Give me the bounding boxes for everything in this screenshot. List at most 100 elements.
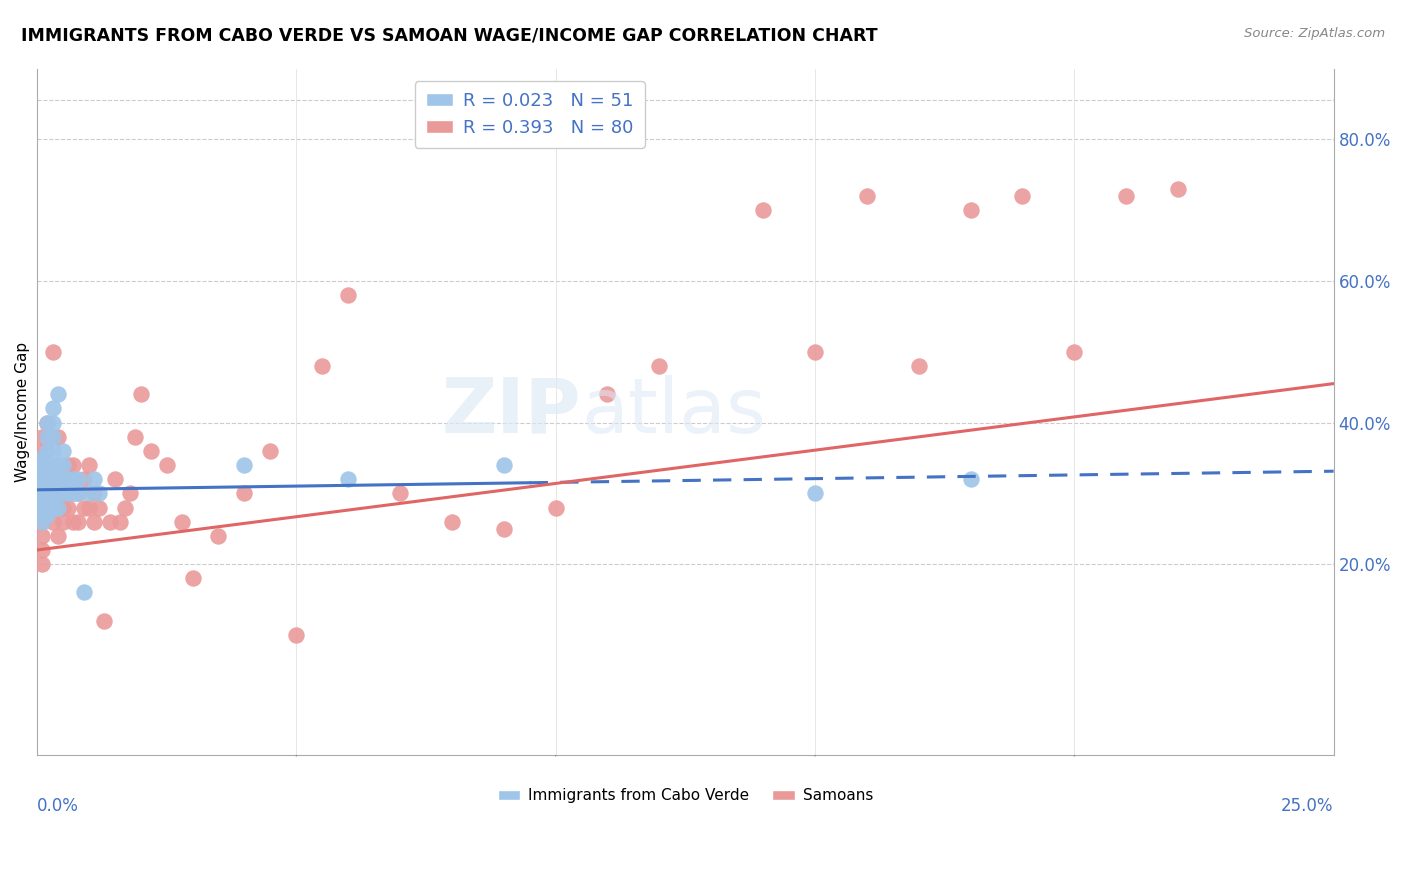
Point <box>56 500 79 515</box>
Point <box>1115 189 1137 203</box>
Point <box>31 458 53 472</box>
Point <box>67 515 90 529</box>
Text: 25.0%: 25.0% <box>1281 797 1334 814</box>
Point <box>31 500 53 515</box>
Point <box>804 486 827 500</box>
Point <box>83 472 105 486</box>
Point <box>41 486 63 500</box>
Point <box>62 515 84 529</box>
Point <box>46 472 69 486</box>
Point <box>37 479 59 493</box>
Point <box>31 515 53 529</box>
Point <box>37 486 59 500</box>
Point <box>31 486 53 500</box>
Point <box>233 486 256 500</box>
Point <box>37 500 59 515</box>
Text: atlas: atlas <box>582 375 766 449</box>
Point <box>37 416 59 430</box>
Point <box>37 458 59 472</box>
Point <box>67 486 90 500</box>
Point <box>37 416 59 430</box>
Point <box>46 387 69 401</box>
Point <box>52 472 75 486</box>
Point <box>31 450 53 465</box>
Point <box>172 515 194 529</box>
Point <box>337 288 360 302</box>
Point <box>41 500 63 515</box>
Point <box>120 486 142 500</box>
Point <box>31 515 53 529</box>
Point <box>31 557 53 571</box>
Point <box>31 479 53 493</box>
Point <box>129 387 152 401</box>
Point <box>31 500 53 515</box>
Point <box>62 486 84 500</box>
Point <box>41 430 63 444</box>
Point <box>207 529 229 543</box>
Point <box>492 522 515 536</box>
Point <box>46 486 69 500</box>
Point <box>492 458 515 472</box>
Point <box>52 458 75 472</box>
Point <box>98 515 121 529</box>
Point <box>77 500 100 515</box>
Point <box>1011 189 1033 203</box>
Point <box>41 344 63 359</box>
Point <box>77 486 100 500</box>
Point <box>907 359 929 373</box>
Point <box>389 486 412 500</box>
Point <box>56 486 79 500</box>
Text: Source: ZipAtlas.com: Source: ZipAtlas.com <box>1244 27 1385 40</box>
Point <box>31 493 53 508</box>
Point <box>37 430 59 444</box>
Point <box>31 529 53 543</box>
Point <box>62 486 84 500</box>
Point <box>62 472 84 486</box>
Point <box>41 458 63 472</box>
Point <box>285 628 308 642</box>
Text: ZIP: ZIP <box>441 375 582 449</box>
Point <box>52 500 75 515</box>
Point <box>41 416 63 430</box>
Point <box>804 344 827 359</box>
Point <box>104 472 127 486</box>
Point <box>46 430 69 444</box>
Point <box>46 472 69 486</box>
Point <box>41 472 63 486</box>
Point <box>41 443 63 458</box>
Point <box>41 458 63 472</box>
Point <box>31 430 53 444</box>
Point <box>856 189 879 203</box>
Point <box>259 443 281 458</box>
Point <box>67 486 90 500</box>
Point <box>37 458 59 472</box>
Point <box>52 515 75 529</box>
Point <box>41 401 63 416</box>
Point <box>83 486 105 500</box>
Point <box>114 500 136 515</box>
Point <box>31 458 53 472</box>
Point <box>31 472 53 486</box>
Point <box>311 359 333 373</box>
Point <box>37 472 59 486</box>
Point <box>31 508 53 522</box>
Point <box>37 430 59 444</box>
Point <box>31 543 53 558</box>
Point <box>959 203 981 218</box>
Point <box>156 458 179 472</box>
Point <box>139 443 162 458</box>
Point <box>83 515 105 529</box>
Text: 0.0%: 0.0% <box>37 797 79 814</box>
Point <box>337 472 360 486</box>
Y-axis label: Wage/Income Gap: Wage/Income Gap <box>15 342 30 482</box>
Point <box>46 529 69 543</box>
Point <box>52 443 75 458</box>
Point <box>124 430 146 444</box>
Point <box>648 359 671 373</box>
Point <box>46 486 69 500</box>
Point <box>52 472 75 486</box>
Point <box>72 585 94 599</box>
Point <box>752 203 775 218</box>
Point <box>37 486 59 500</box>
Point <box>31 465 53 479</box>
